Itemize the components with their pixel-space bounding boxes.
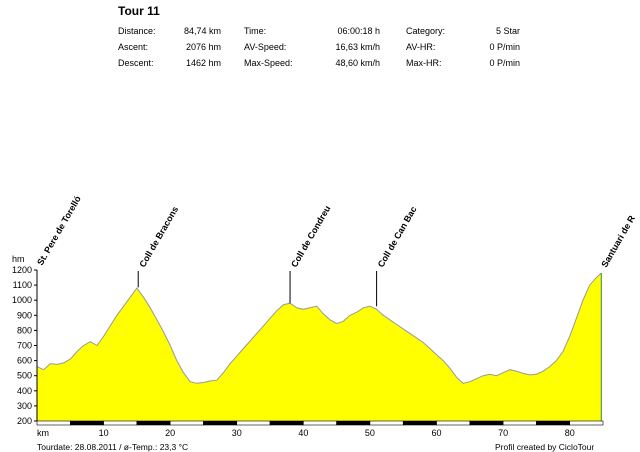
stats-values-col2: 06:00:18 h 16,63 km/h 48,60 km/h	[322, 23, 380, 71]
descent-value: 1462 hm	[185, 58, 221, 68]
stats-labels-col3: Category: AV-HR: Max-HR:	[406, 23, 445, 71]
x-axis-bar-segment	[69, 420, 104, 426]
x-axis-bar-segment	[336, 420, 371, 426]
x-axis-bar-segment	[303, 420, 337, 426]
y-tick-label: 400	[17, 386, 32, 396]
av-speed-value: 16,63 km/h	[335, 42, 380, 52]
ascent-label: Ascent:	[118, 42, 149, 52]
ascent-value: 2076 hm	[185, 42, 221, 52]
x-axis-bar-segment	[402, 420, 437, 426]
y-tick-label: 700	[17, 341, 32, 351]
waypoint-label: Coll de Bracons	[137, 205, 180, 269]
waypoint-label: Santuari de R	[599, 213, 637, 269]
waypoint-label: Coll de Can Bac	[376, 205, 419, 269]
x-tick-label: 80	[565, 428, 575, 438]
y-tick-label: 200	[17, 416, 32, 426]
waypoint-label: Coll de Condreu	[289, 204, 332, 269]
time-label: Time:	[244, 26, 267, 36]
x-axis-bar-segment	[269, 420, 304, 426]
x-tick-label: 20	[165, 428, 175, 438]
stats-values-col3: 5 Star 0 P/min 0 P/min	[470, 23, 520, 71]
av-speed-label: AV-Speed:	[244, 42, 287, 52]
descent-label: Descent:	[118, 58, 154, 68]
category-label: Category:	[406, 26, 446, 36]
x-tick-label: 40	[298, 428, 308, 438]
y-tick-label: 1000	[12, 295, 32, 305]
y-tick-label: 500	[17, 371, 32, 381]
x-tick-label: 10	[99, 428, 109, 438]
credit-footer: Profil created by CicloTour	[495, 442, 595, 452]
x-tick-label: 60	[432, 428, 442, 438]
x-axis-bar-segment	[103, 420, 138, 426]
max-hr-value: 0 P/min	[489, 58, 520, 68]
y-tick-label: 800	[17, 325, 32, 335]
y-tick-label: 1100	[13, 280, 32, 290]
x-axis-bar-segment	[236, 420, 271, 426]
y-tick-label: 300	[17, 401, 32, 411]
x-axis-label: km	[37, 428, 49, 438]
x-axis-bar-segment	[169, 420, 204, 426]
x-tick-label: 50	[365, 428, 375, 438]
y-axis-label: hm	[12, 254, 25, 264]
max-hr-label: Max-HR:	[406, 58, 442, 68]
waypoint-label: St. Pere de Torelló	[35, 194, 83, 267]
x-axis-bar-segment	[469, 420, 504, 426]
max-speed-value: 48,60 km/h	[335, 58, 380, 68]
x-axis-bar-segment	[536, 420, 571, 426]
elevation-area	[37, 273, 602, 421]
y-tick-label: 1200	[12, 265, 32, 275]
y-tick-label: 600	[17, 356, 32, 366]
x-tick-label: 30	[232, 428, 242, 438]
x-axis-bar-segment	[36, 420, 71, 426]
x-axis-bar-segment	[369, 420, 404, 426]
category-value: 5 Star	[495, 26, 520, 36]
tour-title: Tour 11	[118, 4, 160, 18]
x-axis-bar-segment	[136, 420, 171, 426]
distance-value: 84,74 km	[183, 26, 221, 36]
distance-label: Distance:	[118, 26, 156, 36]
x-axis-bar-segment	[436, 420, 471, 426]
time-value: 06:00:18 h	[337, 26, 380, 36]
elevation-line	[36, 272, 602, 384]
tour-date-footer: Tourdate: 28.08.2011 / ø-Temp.: 23,3 °C	[37, 442, 189, 452]
max-speed-label: Max-Speed:	[244, 58, 293, 68]
x-axis-bar-segment	[502, 420, 537, 426]
y-tick-label: 900	[17, 310, 32, 320]
av-hr-value: 0 P/min	[489, 42, 520, 52]
x-axis-bar-segment	[569, 420, 604, 426]
stats-values-col1: 84,74 km 2076 hm 1462 hm	[178, 23, 221, 71]
av-hr-label: AV-HR:	[406, 42, 436, 52]
x-axis-bar-segment	[203, 420, 238, 426]
stats-labels-col2: Time: AV-Speed: Max-Speed:	[244, 23, 293, 71]
x-tick-label: 70	[498, 428, 508, 438]
stats-labels-col1: Distance: Ascent: Descent:	[118, 23, 156, 71]
